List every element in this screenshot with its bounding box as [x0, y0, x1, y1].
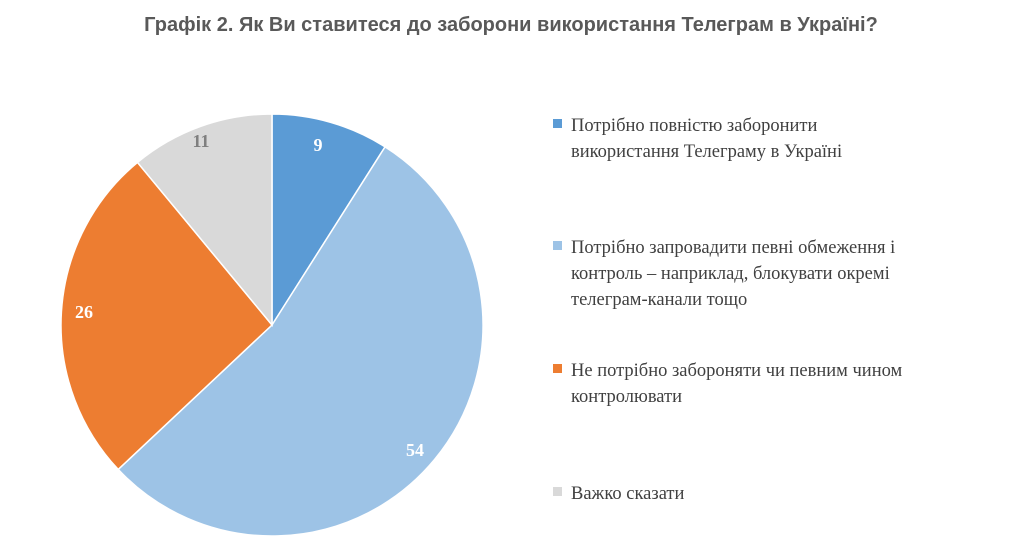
legend-item-ban-completely: Потрібно повністю заборонити використанн… [553, 113, 1013, 165]
pie-slice-no-ban [60, 161, 274, 471]
chart-title: Графік 2. Як Ви ставитеся до заборони ви… [144, 14, 878, 36]
data-label-hard-to-say: 11 [192, 131, 209, 151]
legend-swatch [553, 241, 562, 250]
legend-swatch [553, 119, 562, 128]
legend-item-restrict-control: Потрібно запровадити певні обмеження і к… [553, 235, 1013, 313]
pie-slice-hard-to-say [136, 113, 273, 328]
legend-label: Не потрібно забороняти чи певним чином к… [571, 361, 903, 407]
data-label-no-ban: 26 [75, 302, 93, 322]
data-label-restrict-control: 54 [406, 440, 424, 460]
pie-slice-restrict-control [117, 145, 484, 537]
pie-slice-ban-completely [271, 113, 387, 328]
legend-label: Важко сказати [571, 484, 685, 504]
legend-label: Потрібно повністю заборонити використанн… [571, 116, 843, 162]
legend-item-hard-to-say: Важко сказати [553, 481, 1013, 507]
legend-item-no-ban: Не потрібно забороняти чи певним чином к… [553, 358, 1013, 410]
legend-swatch [553, 364, 562, 373]
legend-swatch [553, 487, 562, 496]
legend-label: Потрібно запровадити певні обмеження і к… [571, 238, 896, 310]
data-label-ban-completely: 9 [314, 135, 323, 155]
